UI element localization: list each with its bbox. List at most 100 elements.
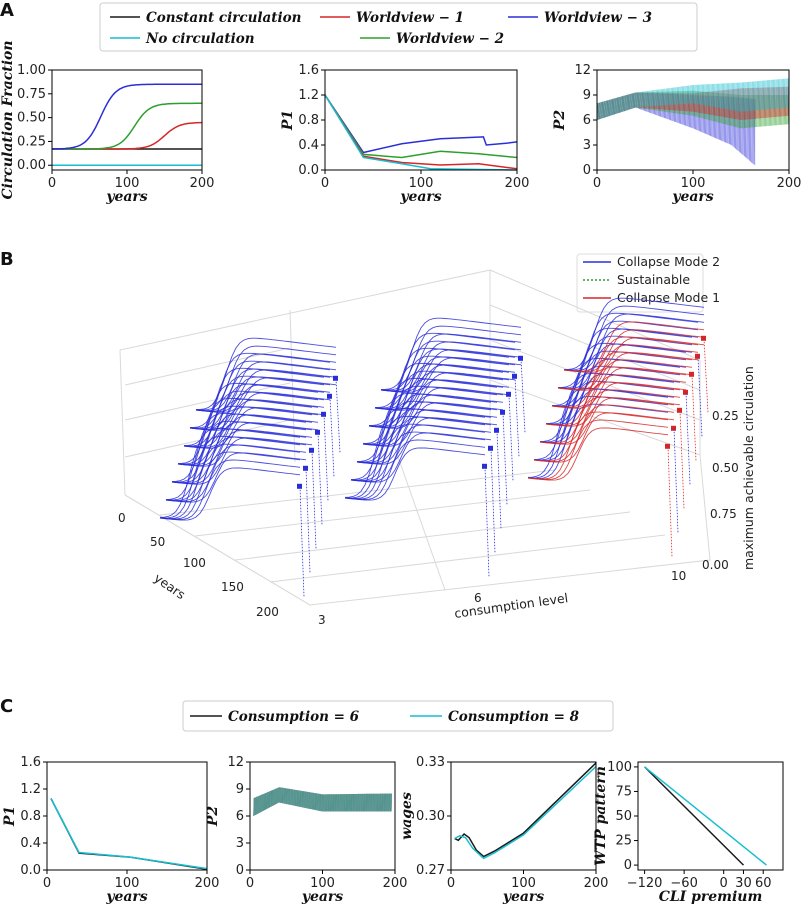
plot-frame	[46, 761, 208, 871]
y-tick-label: 9	[583, 88, 591, 103]
series-consumption-8	[253, 787, 393, 817]
curve	[533, 396, 675, 462]
curve	[539, 381, 681, 444]
drop-line	[311, 450, 317, 549]
legend-c: Consumption = 6 Consumption = 8	[182, 700, 614, 732]
curve	[527, 395, 669, 479]
x-tick-label: 200	[777, 176, 802, 191]
series-consumption-6	[454, 762, 597, 858]
chart-circulation-fraction: 0 100 200 0.00 0.25 0.50 0.75 1.00 years Circulat…	[0, 40, 214, 205]
curve	[189, 376, 331, 430]
curve	[189, 392, 331, 431]
curve	[380, 333, 522, 392]
collapse-marker	[671, 425, 676, 431]
panel-label-b: B	[0, 249, 14, 270]
drop-line	[502, 412, 508, 505]
curve	[374, 348, 516, 410]
curve	[557, 320, 699, 389]
b-z-tick: 0.75	[710, 507, 737, 521]
drop-line	[496, 430, 502, 529]
y-tick-label: 100	[607, 760, 632, 775]
curve	[177, 422, 319, 467]
drop-line	[667, 446, 673, 557]
curve	[374, 340, 516, 409]
curve	[159, 435, 301, 519]
curve	[551, 351, 693, 408]
group-consumption-10	[527, 297, 709, 557]
x-tick-label: 60	[755, 876, 772, 891]
curve	[380, 357, 522, 393]
curve	[362, 394, 504, 447]
curve	[557, 352, 699, 391]
x-axis-label: CLI premium	[659, 889, 763, 905]
plot-frame	[249, 761, 396, 871]
y-tick-label: 0.75	[17, 87, 46, 102]
x-tick-label: 100	[681, 176, 706, 191]
curve	[539, 389, 681, 445]
curve	[183, 375, 325, 447]
curve	[356, 409, 498, 465]
chart-wtp-pattern: −120 −60 0 30 60 0 25 50 75 100 CLI premium WTP pat…	[593, 760, 784, 905]
y-tick-label: 9	[236, 782, 244, 797]
y-tick-label: 0.25	[17, 134, 46, 149]
y-tick-label: 0	[236, 863, 244, 878]
legend-a: Constant circulation No circulation Worl…	[99, 2, 698, 52]
y-tick-label: 12	[574, 63, 591, 78]
x-tick-label: 100	[115, 176, 140, 191]
y-tick-label: 0.30	[416, 809, 445, 824]
x-axis-label: years	[301, 889, 343, 905]
y-tick-label: 0.33	[416, 755, 445, 770]
legend-c-6: Consumption = 6	[228, 709, 360, 725]
chart-p1-worldviews: 0 100 200 0.0 0.4 0.8 1.2 1.6 years P1	[280, 63, 529, 205]
curve	[165, 444, 307, 503]
curve	[527, 411, 669, 480]
series-consumption-8	[454, 765, 597, 860]
x-tick-label: 200	[190, 176, 215, 191]
series-worldview-2	[324, 94, 518, 159]
curve	[362, 378, 504, 445]
curve	[539, 397, 681, 445]
y-tick-label: 0.50	[17, 111, 46, 126]
curve	[563, 313, 705, 372]
drop-line	[703, 338, 709, 413]
curve	[557, 344, 699, 391]
y-tick-label: 25	[615, 834, 632, 849]
drop-line	[299, 486, 305, 597]
curve	[189, 360, 331, 429]
curve	[527, 427, 669, 481]
curve	[195, 377, 337, 413]
curve	[374, 372, 516, 411]
curve	[356, 393, 498, 463]
curve	[344, 431, 486, 500]
y-axis-label: WTP pattern	[593, 766, 609, 866]
panel-label-a: A	[0, 0, 14, 21]
curve	[533, 412, 675, 463]
y-tick-label: 1.2	[298, 88, 319, 103]
band-fill	[597, 78, 789, 120]
curve	[183, 407, 325, 449]
group-consumption-6	[344, 317, 526, 577]
y-tick-label: 6	[236, 809, 244, 824]
drop-line	[679, 410, 685, 509]
drop-line	[490, 448, 496, 553]
curve	[183, 391, 325, 448]
b-year-tick: 200	[256, 605, 279, 619]
collapse-marker	[494, 427, 499, 433]
curve	[527, 403, 669, 479]
y-axis-label: P2	[552, 110, 568, 132]
x-tick-label: 200	[505, 176, 530, 191]
y-tick-label: 0.4	[20, 836, 41, 851]
chart-3d-max-circulation: 0 50 100 150 200 years 3 6 10 consumptio…	[118, 269, 756, 627]
drop-line	[305, 468, 311, 573]
chart-p2-worldviews: 0 100 200 0 3 6 9 12 years P2	[552, 63, 801, 205]
group-consumption-3	[159, 337, 341, 597]
x-tick-label: 0	[593, 176, 601, 191]
b-years-label: years	[151, 570, 188, 602]
curve	[368, 371, 510, 428]
legend-a-wv2: Worldview − 2	[396, 31, 504, 47]
y-tick-label: 0	[583, 163, 591, 178]
legend-a-none: No circulation	[145, 31, 255, 47]
curve	[380, 341, 522, 392]
x-tick-label: 200	[383, 876, 408, 891]
curve	[344, 415, 486, 499]
